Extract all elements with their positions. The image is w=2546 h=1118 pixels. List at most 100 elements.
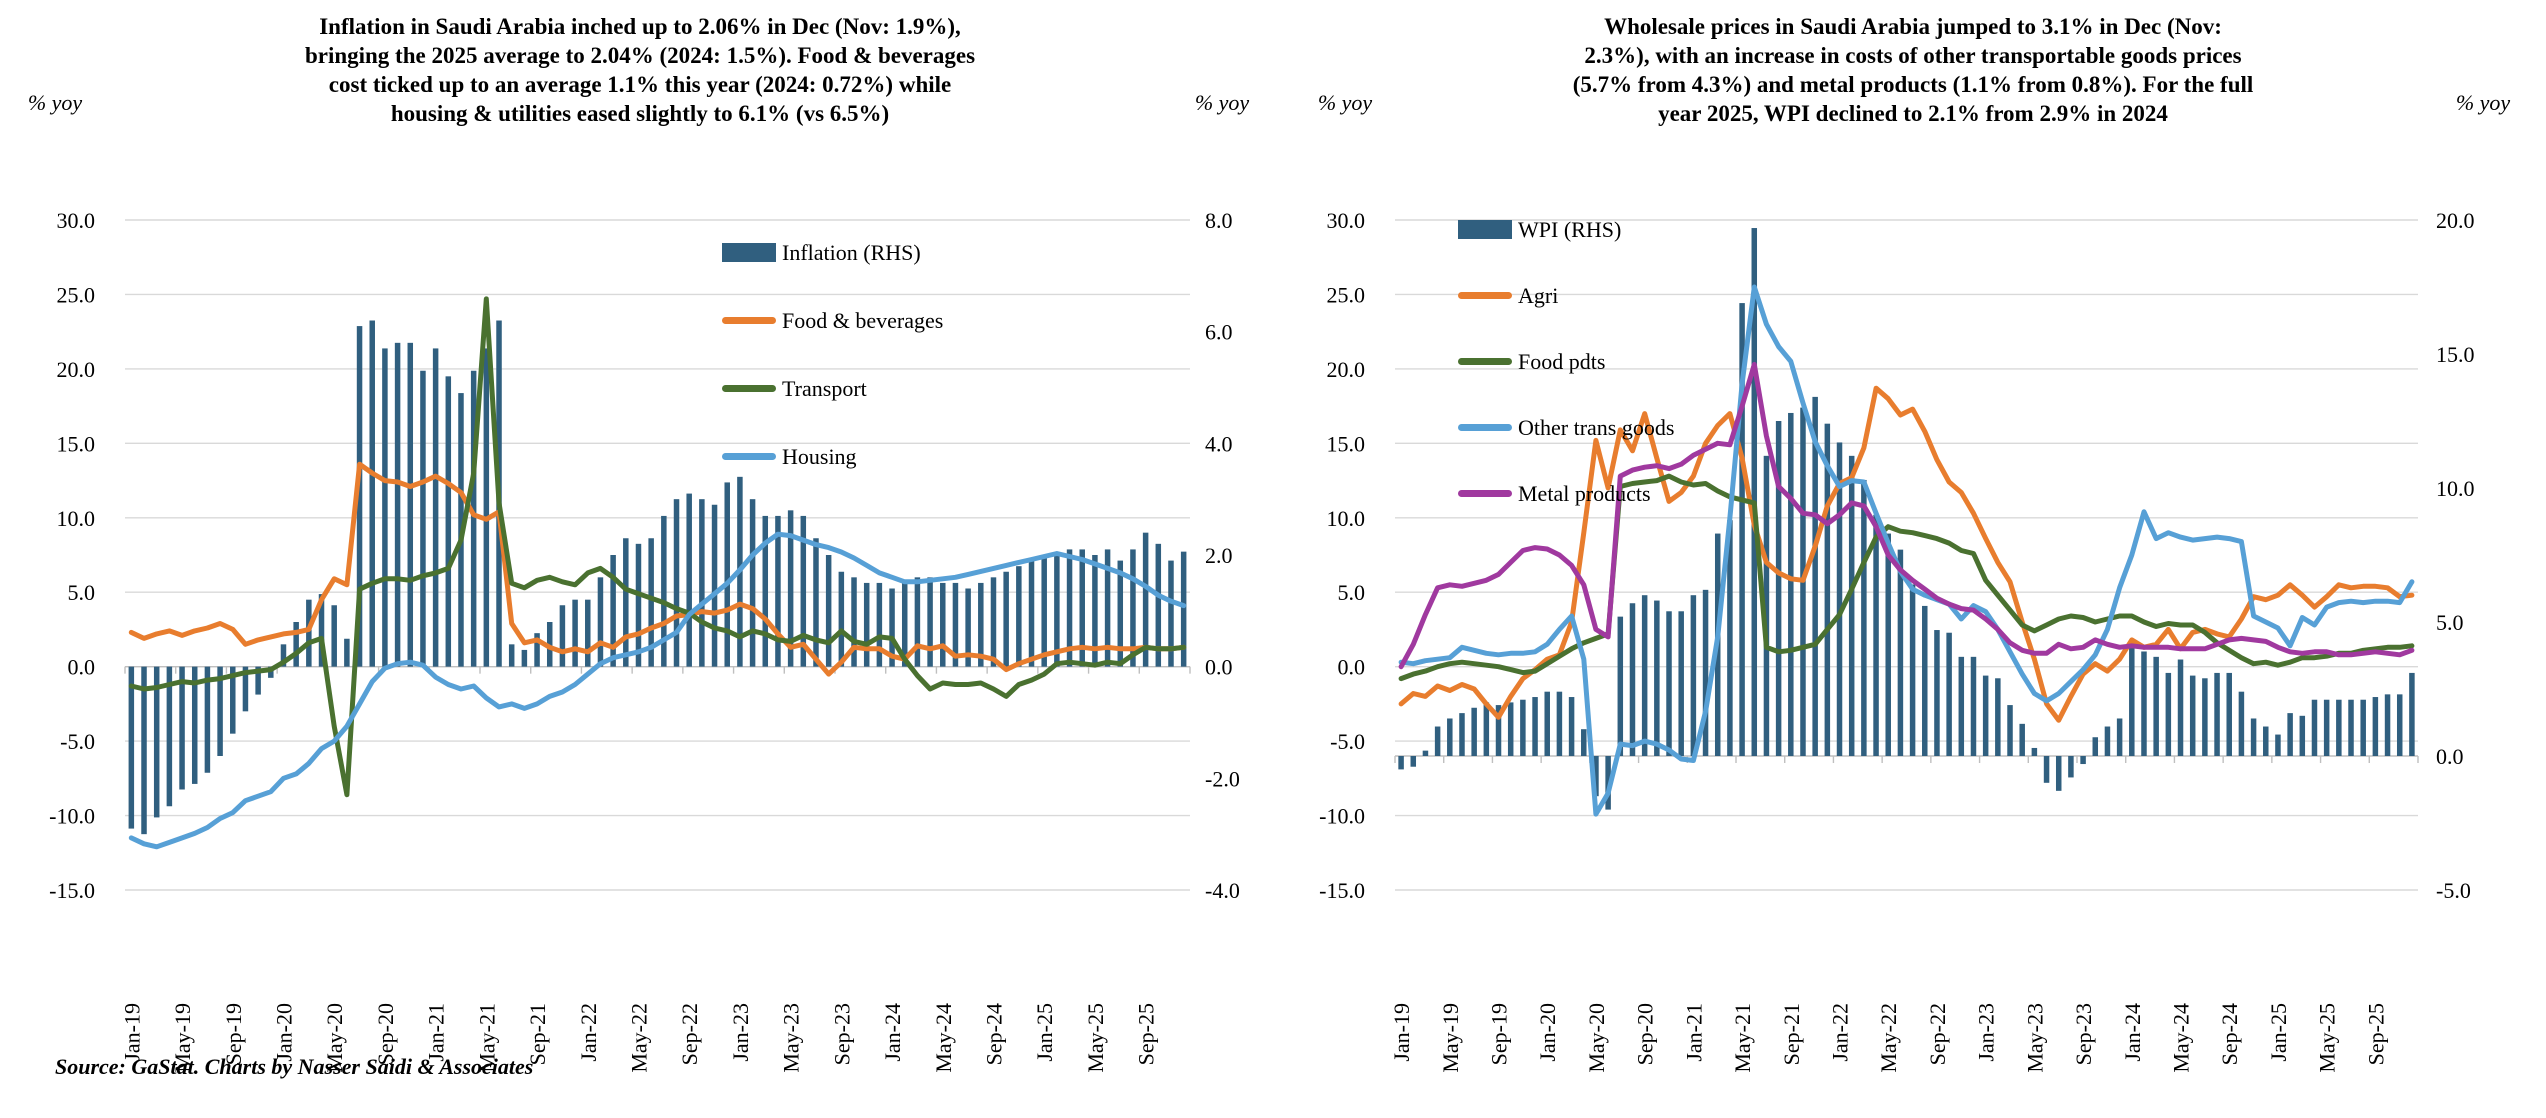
title-line: Inflation in Saudi Arabia inched up to 2… [319, 14, 961, 39]
wpi-bar [1885, 533, 1891, 756]
inflation-bar [901, 582, 908, 667]
food-beverages-line [128, 461, 1187, 677]
wpi-bar [1495, 705, 1502, 756]
inflation-bar [306, 599, 312, 667]
wpi-bar [1520, 699, 1526, 756]
x-tick-label: May-21 [474, 1003, 499, 1073]
legend-swatch-line [1458, 358, 1512, 365]
inflation-bar [483, 348, 490, 667]
y-axis-left-label: 30.0 [57, 208, 96, 233]
inflation-bar [521, 649, 528, 667]
x-tick-label: Jan-21 [424, 1003, 449, 1062]
legend-swatch-line [1458, 490, 1512, 497]
wpi-bar [2019, 723, 2025, 756]
x-tick-label: May-23 [779, 1003, 804, 1073]
title-line: housing & utilities eased slightly to 6.… [390, 101, 890, 126]
y-axis-right-label: -4.0 [1205, 878, 1240, 903]
wpi-bar [1434, 726, 1441, 756]
wpi-bar [1459, 713, 1465, 756]
inflation-chart-title: Inflation in Saudi Arabia inched up to 2… [80, 12, 1200, 128]
y-axis-left-label: 20.0 [1327, 357, 1366, 382]
x-tick-label: Jan-20 [271, 1003, 296, 1062]
y-axis-left-label: 25.0 [1327, 282, 1366, 307]
wpi-bar [2031, 747, 2038, 756]
wpi-bar [1970, 656, 1977, 756]
x-tick-label: Jan-25 [1032, 1003, 1057, 1062]
wpi-bar [1848, 455, 1855, 756]
y-axis-right-label: 6.0 [1205, 320, 1233, 345]
wpi-bar [1958, 656, 1965, 756]
wpi-bar [2189, 675, 2196, 756]
x-tick-label: May-24 [2169, 1003, 2194, 1073]
inflation-bar [318, 594, 325, 667]
inflation-bar [242, 666, 249, 712]
wpi-bar [2311, 699, 2318, 756]
inflation-bar [1041, 555, 1047, 667]
wpi-bar [2384, 694, 2391, 756]
legend-swatch-line [1458, 292, 1512, 299]
x-tick-label: Jan-21 [1681, 1003, 1706, 1062]
x-tick-label: May-19 [170, 1003, 195, 1073]
x-tick-label: Sep-23 [829, 1003, 854, 1065]
inflation-bar [762, 515, 769, 667]
inflation-bar [1142, 532, 1149, 667]
inflation-bar [128, 666, 135, 829]
wpi-bar [2214, 672, 2220, 756]
inflation-bar [255, 666, 261, 695]
x-tick-label: Sep-25 [1134, 1003, 1159, 1065]
wpi-bar [2055, 756, 2062, 791]
inflation-bar [610, 555, 616, 667]
y-axis-left-label: 30.0 [1327, 208, 1366, 233]
axis-unit-left: % yoy [1318, 90, 1373, 115]
x-tick-label: Jan-22 [1828, 1003, 1853, 1062]
inflation-bar [775, 515, 781, 667]
wpi-bar [1581, 729, 1587, 756]
wpi-bar [1897, 549, 1904, 756]
wpi-bar [2104, 726, 2111, 756]
y-axis-right-label: -2.0 [1205, 766, 1240, 791]
inflation-bar [940, 582, 946, 667]
inflation-bar [800, 515, 807, 667]
x-tick-label: Sep-24 [981, 1003, 1006, 1065]
inflation-bar [838, 571, 845, 667]
wpi-bar [2409, 672, 2415, 756]
inflation-bar [1168, 560, 1174, 667]
wpi-bar [1812, 396, 1818, 756]
legend-label: Metal products [1518, 481, 1651, 506]
inflation-bar [356, 326, 363, 667]
y-axis-left-label: 20.0 [57, 357, 96, 382]
inflation-bar [1066, 549, 1073, 667]
inflation-bar [280, 644, 287, 667]
inflation-bar [927, 577, 933, 667]
inflation-bar [863, 582, 870, 667]
x-tick-label: May-20 [1584, 1003, 1609, 1073]
x-tick-label: Sep-21 [1779, 1003, 1804, 1065]
wpi-bar [1593, 756, 1599, 797]
x-tick-label: May-23 [2022, 1003, 2047, 1073]
y-axis-left-label: 0.0 [1338, 655, 1366, 680]
inflation-bar [420, 370, 426, 667]
inflation-bar [661, 515, 667, 667]
legend-swatch-bar [722, 243, 776, 262]
legend-swatch-line [1458, 424, 1512, 431]
y-axis-left-label: 25.0 [57, 282, 96, 307]
wpi-bar [1507, 702, 1514, 756]
wpi-bar [2116, 718, 2123, 756]
y-axis-right-label: 0.0 [2436, 744, 2464, 769]
y-axis-right-label: 8.0 [1205, 208, 1233, 233]
y-axis-right-label: 4.0 [1205, 431, 1233, 456]
wpi-bar [1824, 423, 1831, 756]
inflation-bar [990, 577, 997, 667]
inflation-bar [1117, 560, 1124, 667]
x-tick-label: Sep-20 [1633, 1003, 1658, 1065]
wpi-bar [1568, 697, 1575, 756]
inflation-bar [711, 504, 718, 667]
wpi-bar [2092, 737, 2099, 756]
wpi-bar [1641, 595, 1648, 756]
inflation-bar [914, 577, 921, 667]
inflation-bar [851, 577, 857, 667]
wpi-bar [2396, 694, 2403, 756]
inflation-bar [382, 348, 388, 667]
inflation-bar [217, 666, 223, 756]
inflation-bar [623, 538, 629, 667]
